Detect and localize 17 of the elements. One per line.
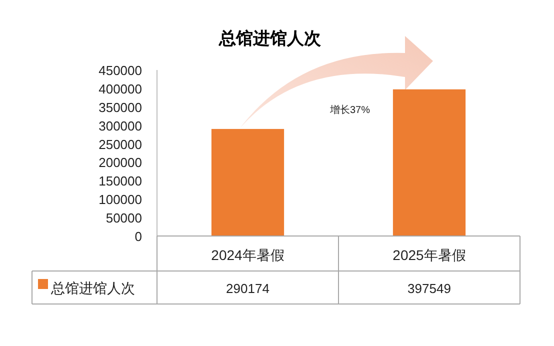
chart-title: 总馆进馆人次 xyxy=(218,29,322,48)
x-tick-label: 2024年暑假 xyxy=(211,247,284,263)
y-tick-label: 400000 xyxy=(98,81,142,96)
annotation: 增长37% xyxy=(328,104,370,116)
data-label: 290174 xyxy=(226,281,270,296)
y-tick-label: 200000 xyxy=(98,155,142,170)
legend-label: 总馆进馆人次 xyxy=(50,280,135,296)
y-tick-label: 150000 xyxy=(98,174,142,189)
data-label: 397549 xyxy=(408,281,451,296)
y-tick-label: 0 xyxy=(134,229,142,244)
x-tick-label: 2025年暑假 xyxy=(392,247,466,263)
y-tick-label: 250000 xyxy=(98,136,142,152)
y-tick-label: 350000 xyxy=(98,100,142,115)
y-tick-label: 100000 xyxy=(98,192,142,208)
y-tick-label: 50000 xyxy=(106,210,142,226)
y-tick-label: 300000 xyxy=(98,118,142,134)
y-tick-label: 450000 xyxy=(98,63,142,78)
